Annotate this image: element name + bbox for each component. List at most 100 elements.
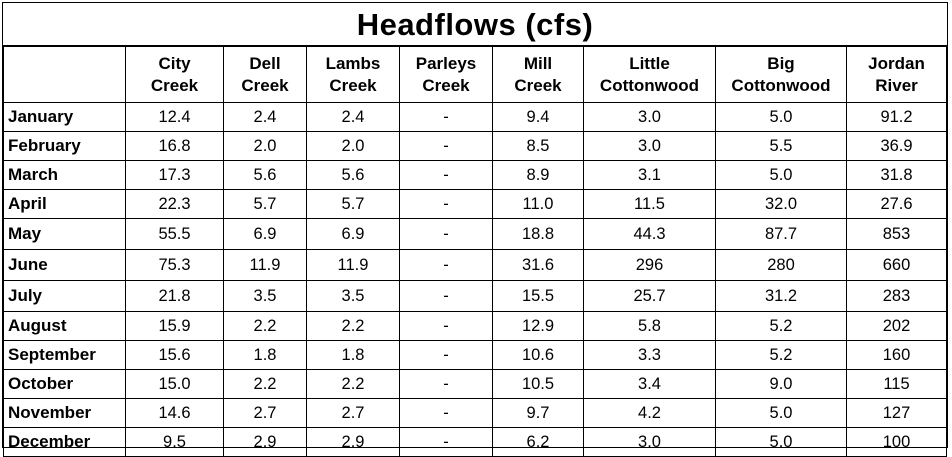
value-cell: 1.8 xyxy=(306,340,400,370)
value-cell: 22.3 xyxy=(125,189,224,219)
month-cell: October xyxy=(3,369,126,399)
column-header-line2: Cottonwood xyxy=(599,75,700,95)
column-header-line1: Big xyxy=(767,53,795,73)
column-header: Big Cottonwood xyxy=(715,46,847,103)
table-title: Headflows (cfs) xyxy=(3,3,947,46)
column-header-line1: Lambs xyxy=(325,53,381,73)
value-cell: 91.2 xyxy=(846,102,947,132)
column-header-line2: Creek xyxy=(150,75,199,95)
value-cell: 3.5 xyxy=(223,280,307,312)
value-cell: 8.5 xyxy=(492,131,584,161)
month-cell: December xyxy=(3,427,126,457)
value-cell: 160 xyxy=(846,340,947,370)
value-cell: 2.2 xyxy=(306,369,400,399)
month-cell: November xyxy=(3,398,126,428)
value-cell: 11.9 xyxy=(223,249,307,281)
column-header-line2: Creek xyxy=(241,75,289,95)
month-cell: April xyxy=(3,189,126,219)
table-row: August 15.9 2.2 2.2-12.9 5.8 5.2 202 xyxy=(3,311,947,341)
value-cell: - xyxy=(399,131,493,161)
headflows-table: City Creek Dell Creek Lambs Creek Parleys Creek… xyxy=(3,46,947,457)
column-header: Dell Creek xyxy=(223,46,307,103)
value-cell: 2.2 xyxy=(223,311,307,341)
value-cell: 11.9 xyxy=(306,249,400,281)
column-header: Parleys Creek xyxy=(399,46,493,103)
table-row: June 75.3 11.9 11.9-31.6 296 280 660 xyxy=(3,249,947,281)
value-cell: - xyxy=(399,280,493,312)
value-cell: 2.7 xyxy=(306,398,400,428)
table-row: May 55.5 6.9 6.9-18.8 44.3 87.7 853 xyxy=(3,218,947,250)
value-cell: 3.1 xyxy=(583,160,716,190)
value-cell: 3.0 xyxy=(583,427,716,457)
table-row: September 15.6 1.8 1.8-10.6 3.3 5.2 160 xyxy=(3,340,947,370)
month-cell: August xyxy=(3,311,126,341)
column-header-line1: Parleys xyxy=(415,53,477,73)
value-cell: 75.3 xyxy=(125,249,224,281)
value-cell: - xyxy=(399,340,493,370)
value-cell: - xyxy=(399,102,493,132)
value-cell: 2.9 xyxy=(223,427,307,457)
value-cell: 5.6 xyxy=(223,160,307,190)
value-cell: 4.2 xyxy=(583,398,716,428)
value-cell: 9.4 xyxy=(492,102,584,132)
table-row: December 9.5 2.9 2.9-6.2 3.0 5.0 100 xyxy=(3,427,947,457)
value-cell: 32.0 xyxy=(715,189,847,219)
value-cell: 36.9 xyxy=(846,131,947,161)
month-cell: July xyxy=(3,280,126,312)
value-cell: 5.2 xyxy=(715,340,847,370)
value-cell: 15.6 xyxy=(125,340,224,370)
column-header-line2: Creek xyxy=(329,75,377,95)
value-cell: 5.0 xyxy=(715,398,847,428)
table-row: November 14.6 2.7 2.7-9.7 4.2 5.0 127 xyxy=(3,398,947,428)
value-cell: 115 xyxy=(846,369,947,399)
value-cell: 2.9 xyxy=(306,427,400,457)
value-cell: 5.0 xyxy=(715,427,847,457)
value-cell: 31.2 xyxy=(715,280,847,312)
value-cell: 2.7 xyxy=(223,398,307,428)
value-cell: 660 xyxy=(846,249,947,281)
value-cell: 44.3 xyxy=(583,218,716,250)
value-cell: - xyxy=(399,160,493,190)
column-header: Mill Creek xyxy=(492,46,584,103)
value-cell: 15.5 xyxy=(492,280,584,312)
value-cell: 87.7 xyxy=(715,218,847,250)
header-row: City Creek Dell Creek Lambs Creek Parleys Creek… xyxy=(3,46,947,103)
value-cell: 2.0 xyxy=(223,131,307,161)
value-cell: 296 xyxy=(583,249,716,281)
table-row: April 22.3 5.7 5.7-11.0 11.5 32.0 27.6 xyxy=(3,189,947,219)
column-header-line1: Jordan xyxy=(868,53,925,73)
value-cell: 100 xyxy=(846,427,947,457)
value-cell: - xyxy=(399,369,493,399)
column-header-line1: Dell xyxy=(249,53,281,73)
value-cell: 5.2 xyxy=(715,311,847,341)
value-cell: 5.7 xyxy=(306,189,400,219)
column-header-line1: Little xyxy=(629,53,670,73)
value-cell: 3.0 xyxy=(583,131,716,161)
month-cell: June xyxy=(3,249,126,281)
value-cell: 10.6 xyxy=(492,340,584,370)
value-cell: 31.6 xyxy=(492,249,584,281)
value-cell: 25.7 xyxy=(583,280,716,312)
value-cell: 8.9 xyxy=(492,160,584,190)
value-cell: 5.6 xyxy=(306,160,400,190)
value-cell: 21.8 xyxy=(125,280,224,312)
column-header-line1: Mill xyxy=(523,53,553,73)
value-cell: 5.0 xyxy=(715,102,847,132)
value-cell: 283 xyxy=(846,280,947,312)
value-cell: 5.7 xyxy=(223,189,307,219)
value-cell: 2.4 xyxy=(223,102,307,132)
table-row: January 12.4 2.4 2.4-9.4 3.0 5.0 91.2 xyxy=(3,102,947,132)
value-cell: 853 xyxy=(846,218,947,250)
value-cell: 11.0 xyxy=(492,189,584,219)
value-cell: 12.9 xyxy=(492,311,584,341)
value-cell: 6.2 xyxy=(492,427,584,457)
month-cell: February xyxy=(3,131,126,161)
value-cell: 6.9 xyxy=(223,218,307,250)
value-cell: 280 xyxy=(715,249,847,281)
header-corner-cell xyxy=(3,46,126,103)
table-body: January 12.4 2.4 2.4-9.4 3.0 5.0 91.2 February 1… xyxy=(3,102,947,457)
value-cell: 5.8 xyxy=(583,311,716,341)
month-cell: September xyxy=(3,340,126,370)
value-cell: 17.3 xyxy=(125,160,224,190)
value-cell: 15.0 xyxy=(125,369,224,399)
